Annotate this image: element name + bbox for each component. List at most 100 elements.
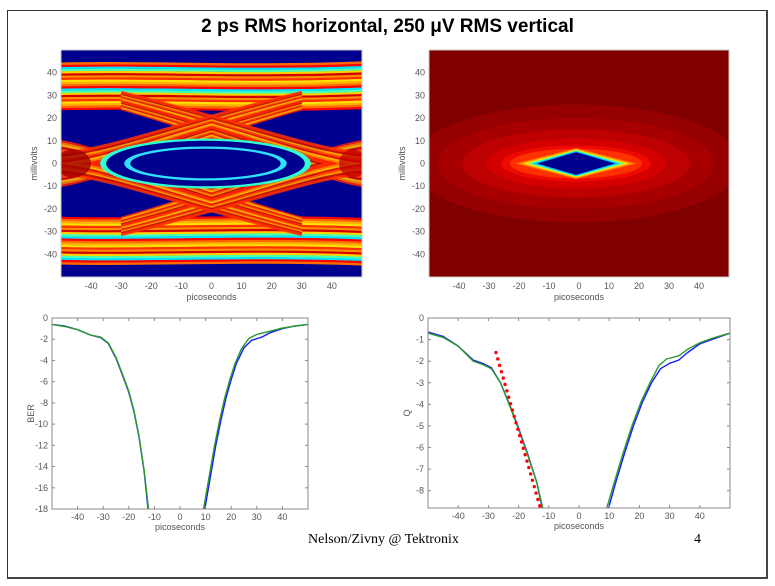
y-axis-label: millivolts bbox=[397, 146, 407, 181]
fit-dot bbox=[519, 440, 524, 444]
x-tick-label: -30 bbox=[482, 511, 495, 521]
y-tick-label: -2 bbox=[40, 334, 48, 344]
y-tick-label: -20 bbox=[44, 204, 57, 214]
eye-trace bbox=[61, 87, 362, 92]
crossing-hotspot bbox=[61, 149, 92, 178]
eye-trace bbox=[61, 102, 362, 107]
x-tick-label: 30 bbox=[252, 512, 262, 522]
eye-trace bbox=[120, 172, 362, 237]
eye-trace bbox=[61, 237, 362, 242]
eye-trace bbox=[61, 220, 362, 225]
x-tick-label: 40 bbox=[277, 512, 287, 522]
crossing-hotspot bbox=[338, 149, 362, 178]
eye-trace bbox=[61, 241, 362, 247]
eye-trace bbox=[61, 63, 362, 68]
x-tick-label: -10 bbox=[175, 281, 188, 291]
y-tick-label: -12 bbox=[35, 440, 48, 450]
q-bathtub-plot: -40 -30 -20 -10 0 10 20 30 40 0 -1 -2 -3 -4 -5 -6 -7 -8 pi… bbox=[402, 313, 731, 531]
plot-frame bbox=[60, 49, 363, 278]
x-tick-label: 20 bbox=[634, 281, 644, 291]
fit-dot bbox=[538, 504, 542, 508]
y-tick-label: 10 bbox=[415, 136, 425, 146]
y-tick-label: 20 bbox=[415, 113, 425, 123]
y-tick-label: -1 bbox=[416, 335, 424, 345]
y-tick-label: 30 bbox=[415, 90, 425, 100]
y-tick-label: -8 bbox=[416, 486, 424, 496]
y-tick-label: -18 bbox=[35, 504, 48, 514]
y-tick-label: 20 bbox=[47, 113, 57, 123]
eye-trace bbox=[61, 65, 362, 70]
green-series-left bbox=[428, 332, 544, 508]
y-tick-label: 40 bbox=[47, 68, 57, 78]
ber-contour-plot: -40 -30 -20 -10 0 10 20 30 40 40 30 20 10 0 -10 -20 -30 -… bbox=[397, 49, 730, 302]
eye-diagram-plot: -40 -30 -20 -10 0 10 20 30 40 40 30 20 10 0 -10 -20 -30 -… bbox=[29, 49, 363, 302]
eye-trace bbox=[61, 91, 362, 96]
y-tick-label: -8 bbox=[40, 398, 48, 408]
eye-trace bbox=[61, 76, 362, 81]
fit-dot bbox=[499, 370, 504, 374]
ber-bathtub-plot: -40 -30 -20 -10 0 10 20 30 40 0 -2 -4 -6 -8 -10 -12 -14 -… bbox=[26, 313, 309, 532]
x-tick-label: 0 bbox=[177, 512, 182, 522]
x-axis-label: picoseconds bbox=[186, 292, 237, 302]
eye-trace bbox=[61, 98, 362, 103]
series-layer bbox=[428, 331, 730, 508]
x-tick-label: 20 bbox=[267, 281, 277, 291]
x-tick-label: 30 bbox=[665, 511, 675, 521]
eye-trace bbox=[61, 61, 362, 66]
x-tick-label: 10 bbox=[201, 512, 211, 522]
fit-dot bbox=[521, 446, 526, 451]
fit-dot bbox=[536, 497, 540, 502]
y-axis-label: millivolts bbox=[29, 146, 39, 181]
x-tick-label: 0 bbox=[209, 281, 214, 291]
fit-dot bbox=[517, 433, 522, 438]
x-tick-label: -20 bbox=[145, 281, 158, 291]
fit-dot bbox=[512, 414, 516, 419]
x-tick-label: -40 bbox=[452, 511, 465, 521]
fit-dot bbox=[527, 465, 531, 470]
eye-trace bbox=[61, 261, 362, 266]
y-tick-label: -5 bbox=[416, 421, 424, 431]
fit-dot bbox=[534, 491, 538, 495]
x-tick-label: -30 bbox=[115, 281, 128, 291]
eye-trace bbox=[61, 244, 362, 249]
y-tick-label: 0 bbox=[419, 313, 424, 323]
y-tick-label: -6 bbox=[40, 377, 48, 387]
y-tick-label: -40 bbox=[44, 249, 57, 259]
x-axis-label: picoseconds bbox=[554, 521, 605, 531]
y-tick-label: 0 bbox=[420, 159, 425, 169]
x-tick-label: 20 bbox=[226, 512, 236, 522]
plot-frame bbox=[428, 49, 730, 278]
eye-trace bbox=[61, 216, 362, 221]
eye-trace bbox=[61, 74, 362, 79]
y-tick-label: 0 bbox=[43, 313, 48, 323]
x-tick-label: -10 bbox=[542, 281, 555, 291]
y-tick-label: -40 bbox=[412, 249, 425, 259]
blue-series-right bbox=[607, 332, 730, 508]
eye-trace bbox=[61, 233, 362, 238]
x-tick-label: 0 bbox=[576, 281, 581, 291]
eye-trace bbox=[61, 72, 362, 77]
eye-trace bbox=[61, 254, 362, 260]
eye-trace bbox=[61, 100, 362, 105]
y-tick-label: -10 bbox=[412, 181, 425, 191]
x-tick-label: -20 bbox=[512, 511, 525, 521]
eye-trace bbox=[61, 89, 362, 94]
eye-trace bbox=[61, 85, 362, 90]
y-axis-label: Q bbox=[402, 409, 412, 416]
x-tick-label: 30 bbox=[297, 281, 307, 291]
eye-trace bbox=[61, 252, 362, 257]
fit-dot bbox=[514, 421, 518, 425]
eye-trace bbox=[61, 226, 362, 232]
y-tick-label: -10 bbox=[44, 181, 57, 191]
fit-dot bbox=[525, 459, 529, 463]
eye-trace bbox=[61, 246, 362, 251]
x-tick-label: -20 bbox=[122, 512, 135, 522]
x-tick-label: 10 bbox=[604, 511, 614, 521]
fit-dot bbox=[508, 401, 513, 406]
fit-dot bbox=[501, 376, 505, 380]
x-tick-label: 10 bbox=[237, 281, 247, 291]
fit-dot bbox=[503, 382, 507, 387]
y-tick-label: 30 bbox=[47, 90, 57, 100]
x-tick-label: 10 bbox=[604, 281, 614, 291]
eye-trace bbox=[61, 257, 362, 262]
